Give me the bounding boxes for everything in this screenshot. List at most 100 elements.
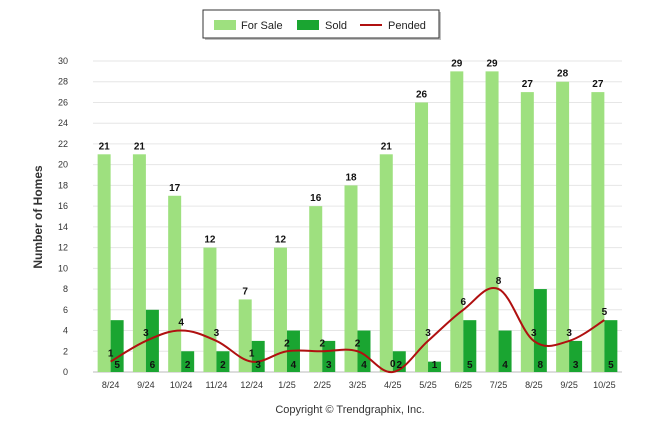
y-tick-label: 16 [58,201,68,211]
pended-value-label: 3 [143,328,149,339]
y-axis-label: Number of Homes [31,165,45,269]
sold-bar [463,320,477,372]
x-tick-label: 2/25 [313,380,331,390]
for-sale-value-label: 16 [310,193,322,204]
legend-swatch-for-sale [214,20,236,30]
sold-value-label: 2 [396,360,402,371]
pended-value-label: 5 [602,307,608,318]
sold-value-label: 4 [502,360,508,371]
sold-value-label: 3 [326,360,332,371]
sold-value-label: 5 [608,360,614,371]
y-tick-label: 14 [58,222,68,232]
x-tick-label: 6/25 [455,380,473,390]
sold-value-label: 5 [467,360,473,371]
sold-value-label: 2 [220,360,226,371]
for-sale-value-label: 26 [416,89,428,100]
bar-layer [97,71,618,372]
pended-line [110,286,605,374]
y-tick-label: 30 [58,56,68,66]
sold-value-label: 2 [185,360,191,371]
pended-value-label: 6 [461,297,467,308]
for-sale-bar [591,92,605,372]
sold-bar [322,340,336,372]
for-sale-bar [415,102,429,372]
for-sale-value-label: 28 [557,69,569,80]
y-tick-label: 20 [58,160,68,170]
pended-value-label: 2 [355,338,361,349]
sold-bar [498,330,512,372]
for-sale-value-label: 27 [522,79,534,90]
for-sale-bar [450,71,464,372]
for-sale-bar [238,299,252,372]
pended-value-label: 3 [425,328,431,339]
pended-value-label: 4 [178,318,184,329]
x-tick-label: 10/25 [593,380,616,390]
pended-value-label: 0 [390,359,396,370]
for-sale-bar [168,195,182,372]
for-sale-bar [520,92,534,372]
y-tick-label: 6 [63,305,68,315]
sold-value-label: 5 [114,360,120,371]
for-sale-value-label: 12 [204,235,216,246]
for-sale-bar [132,154,146,372]
y-tick-label: 4 [63,326,68,336]
x-tick-label: 9/24 [137,380,155,390]
sold-bar [428,361,442,372]
pended-value-label: 2 [319,338,325,349]
sold-bar [251,340,265,372]
for-sale-bar [203,247,217,372]
legend-label-pended: Pended [388,20,426,32]
for-sale-value-label: 27 [592,79,604,90]
y-tick-label: 22 [58,139,68,149]
for-sale-value-label: 21 [381,141,393,152]
pended-value-label: 3 [531,328,537,339]
y-tick-label: 0 [63,367,68,377]
for-sale-bar [485,71,499,372]
sold-value-label: 4 [361,360,367,371]
for-sale-bar [97,154,111,372]
legend-label-sold: Sold [325,20,347,32]
x-tick-label: 4/25 [384,380,402,390]
for-sale-bar [309,206,323,372]
pended-value-label: 3 [214,328,220,339]
x-tick-label: 9/25 [560,380,578,390]
for-sale-bar [344,185,358,372]
for-sale-value-label: 29 [451,58,463,69]
pended-value-label: 1 [108,349,114,360]
for-sale-bar [556,81,570,372]
sold-bar [216,351,230,372]
x-tick-label: 8/25 [525,380,543,390]
pended-value-label: 3 [566,328,572,339]
legend-swatch-sold [297,20,319,30]
for-sale-value-label: 21 [134,141,146,152]
sold-value-label: 4 [291,360,297,371]
sold-value-label: 1 [432,360,438,371]
x-tick-label: 7/25 [490,380,508,390]
sold-value-label: 3 [573,360,579,371]
legend: For Sale Sold Pended [202,9,441,40]
sold-value-label: 8 [538,360,544,371]
copyright-text: Copyright © Trendgraphix, Inc. [275,404,424,416]
pended-value-label: 8 [496,276,502,287]
sold-bar [569,340,583,372]
data-label-layer: 2151216317241223731124216321842212026132… [99,58,615,371]
for-sale-value-label: 21 [99,141,111,152]
legend-label-for-sale: For Sale [241,20,283,32]
sold-bar [357,330,371,372]
y-tick-label: 8 [63,284,68,294]
x-tick-label: 1/25 [278,380,296,390]
y-tick-label: 18 [58,180,68,190]
for-sale-value-label: 12 [275,235,287,246]
sold-bar [145,309,159,372]
for-sale-value-label: 7 [242,286,248,297]
pended-value-label: 1 [249,349,255,360]
x-tick-label: 3/25 [349,380,367,390]
y-tick-label: 2 [63,346,68,356]
x-tick-label: 10/24 [170,380,193,390]
sold-value-label: 6 [150,360,156,371]
y-tick-label: 12 [58,243,68,253]
x-tick-label: 12/24 [240,380,263,390]
